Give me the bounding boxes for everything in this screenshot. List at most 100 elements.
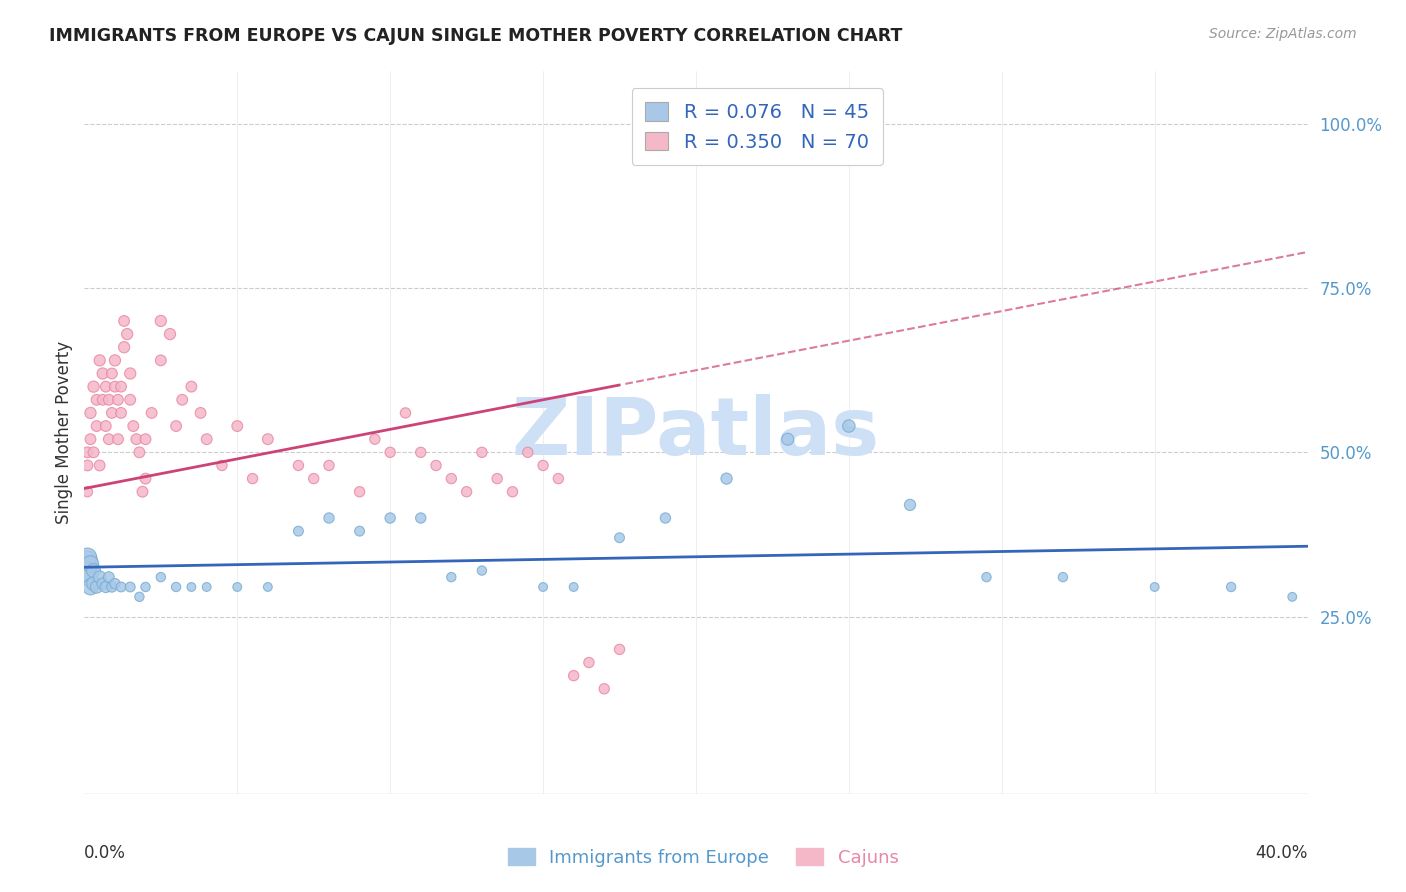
Point: [456, 484, 478, 499]
Point: [226, 419, 249, 434]
Point: [91, 392, 114, 407]
Legend: Immigrants from Europe, Cajuns: Immigrants from Europe, Cajuns: [501, 841, 905, 874]
Point: [128, 445, 150, 459]
Point: [86, 392, 108, 407]
Point: [79, 557, 101, 571]
Point: [409, 445, 432, 459]
Point: [79, 580, 101, 594]
Point: [101, 367, 124, 381]
Point: [149, 570, 172, 584]
Point: [94, 379, 117, 393]
Point: [94, 419, 117, 434]
Point: [76, 445, 98, 459]
Point: [172, 392, 194, 407]
Text: ZIPatlas: ZIPatlas: [512, 393, 880, 472]
Point: [180, 379, 202, 393]
Point: [97, 432, 120, 446]
Point: [76, 554, 98, 568]
Text: Source: ZipAtlas.com: Source: ZipAtlas.com: [1209, 27, 1357, 41]
Point: [318, 511, 340, 525]
Point: [609, 642, 631, 657]
Point: [135, 472, 157, 486]
Point: [131, 484, 153, 499]
Point: [976, 570, 998, 584]
Point: [135, 580, 157, 594]
Point: [89, 570, 111, 584]
Point: [79, 406, 101, 420]
Point: [97, 392, 120, 407]
Text: 40.0%: 40.0%: [1256, 845, 1308, 863]
Point: [141, 406, 163, 420]
Point: [112, 340, 135, 354]
Point: [547, 472, 569, 486]
Point: [76, 550, 98, 565]
Point: [135, 432, 157, 446]
Point: [195, 432, 218, 446]
Point: [149, 314, 172, 328]
Point: [578, 656, 600, 670]
Point: [562, 668, 585, 682]
Point: [440, 570, 463, 584]
Point: [287, 458, 309, 473]
Point: [120, 392, 142, 407]
Point: [159, 327, 181, 342]
Point: [486, 472, 509, 486]
Point: [76, 564, 98, 578]
Point: [562, 580, 585, 594]
Point: [76, 458, 98, 473]
Point: [349, 484, 371, 499]
Point: [165, 419, 187, 434]
Point: [425, 458, 447, 473]
Point: [107, 432, 129, 446]
Point: [112, 314, 135, 328]
Point: [180, 580, 202, 594]
Point: [838, 419, 860, 434]
Point: [86, 419, 108, 434]
Point: [211, 458, 233, 473]
Point: [94, 580, 117, 594]
Point: [122, 419, 145, 434]
Point: [471, 564, 494, 578]
Point: [83, 445, 105, 459]
Point: [318, 458, 340, 473]
Point: [79, 432, 101, 446]
Point: [1220, 580, 1243, 594]
Point: [593, 681, 616, 696]
Point: [1143, 580, 1166, 594]
Point: [110, 580, 132, 594]
Point: [91, 576, 114, 591]
Point: [531, 458, 554, 473]
Point: [104, 576, 127, 591]
Y-axis label: Single Mother Poverty: Single Mother Poverty: [55, 341, 73, 524]
Point: [89, 458, 111, 473]
Point: [165, 580, 187, 594]
Legend: R = 0.076   N = 45, R = 0.350   N = 70: R = 0.076 N = 45, R = 0.350 N = 70: [631, 88, 883, 165]
Point: [83, 576, 105, 591]
Point: [101, 580, 124, 594]
Point: [898, 498, 921, 512]
Point: [257, 580, 280, 594]
Point: [91, 367, 114, 381]
Point: [287, 524, 309, 538]
Point: [1052, 570, 1074, 584]
Point: [104, 379, 127, 393]
Point: [440, 472, 463, 486]
Point: [110, 379, 132, 393]
Point: [120, 580, 142, 594]
Point: [654, 511, 676, 525]
Point: [97, 570, 120, 584]
Point: [83, 564, 105, 578]
Point: [471, 445, 494, 459]
Point: [776, 432, 799, 446]
Point: [502, 484, 524, 499]
Point: [609, 531, 631, 545]
Point: [76, 570, 98, 584]
Point: [83, 379, 105, 393]
Point: [149, 353, 172, 368]
Point: [101, 406, 124, 420]
Point: [380, 511, 402, 525]
Point: [349, 524, 371, 538]
Point: [195, 580, 218, 594]
Point: [76, 484, 98, 499]
Point: [380, 445, 402, 459]
